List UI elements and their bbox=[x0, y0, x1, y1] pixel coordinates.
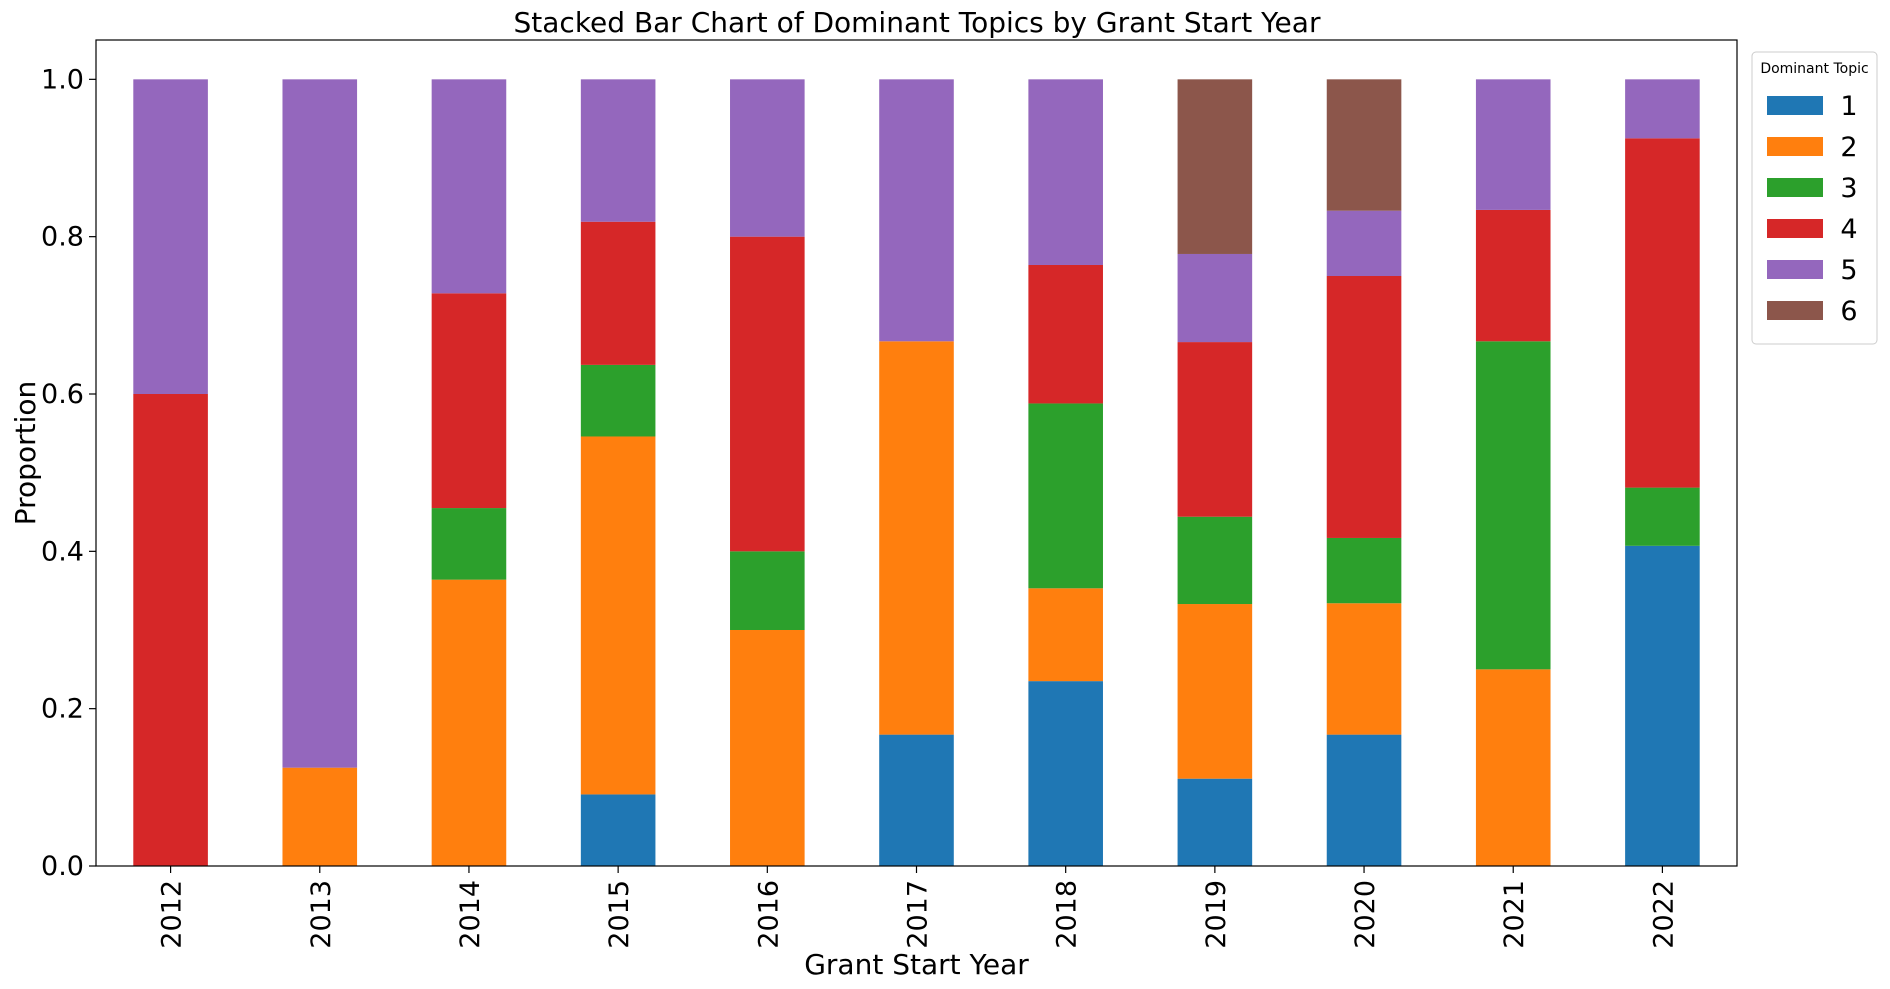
legend-title: Dominant Topic bbox=[1760, 61, 1868, 77]
legend-swatch-topic-1 bbox=[1767, 96, 1823, 115]
y-tick-label: 0.0 bbox=[41, 851, 84, 882]
bar-2020-topic-6 bbox=[1326, 79, 1402, 211]
y-tick-label: 0.2 bbox=[41, 694, 84, 725]
y-tick-label: 1.0 bbox=[41, 64, 84, 95]
x-tick-label: 2014 bbox=[455, 880, 486, 949]
legend-label-topic-1: 1 bbox=[1840, 91, 1857, 122]
bar-2019-topic-2 bbox=[1177, 604, 1253, 779]
legend-swatch-topic-2 bbox=[1767, 137, 1823, 156]
legend-label-topic-4: 4 bbox=[1840, 214, 1857, 245]
legend-swatch-topic-4 bbox=[1767, 219, 1823, 238]
bar-2019-topic-1 bbox=[1177, 778, 1253, 866]
bar-2015-topic-5 bbox=[580, 79, 656, 222]
bar-2019-topic-4 bbox=[1177, 342, 1253, 517]
bar-2015-topic-4 bbox=[580, 221, 656, 365]
bar-2016-topic-4 bbox=[730, 236, 805, 552]
x-axis: 2012 2013 2014 2015 2016 2017 2018 2019 2020 2021… bbox=[157, 866, 1679, 949]
bar-2016-topic-2 bbox=[730, 630, 805, 866]
bar-2019-topic-6 bbox=[1177, 79, 1253, 254]
bar-2019-topic-5 bbox=[1177, 253, 1253, 343]
legend: Dominant Topic 1 2 3 4 5 6 bbox=[1751, 51, 1878, 345]
bar-2021-topic-5 bbox=[1475, 79, 1551, 210]
bar-2021-topic-3 bbox=[1475, 341, 1551, 670]
legend-swatch-topic-5 bbox=[1767, 260, 1823, 279]
x-tick-label: 2018 bbox=[1052, 880, 1083, 949]
x-tick-label: 2022 bbox=[1648, 880, 1679, 949]
legend-label-topic-6: 6 bbox=[1840, 296, 1857, 327]
x-tick-label: 2017 bbox=[903, 880, 934, 949]
bar-2013-topic-5 bbox=[282, 79, 358, 768]
x-tick-label: 2021 bbox=[1499, 880, 1530, 949]
bar-2015-topic-1 bbox=[580, 794, 656, 866]
bar-2015-topic-2 bbox=[580, 436, 656, 795]
x-tick-label: 2016 bbox=[753, 880, 784, 949]
bar-2018-topic-2 bbox=[1028, 588, 1103, 682]
bar-2014-topic-3 bbox=[431, 508, 507, 580]
chart-title: Stacked Bar Chart of Dominant Topics by … bbox=[514, 6, 1321, 39]
bar-2014-topic-2 bbox=[431, 579, 507, 866]
bar-2021-topic-4 bbox=[1475, 209, 1551, 342]
legend-label-topic-2: 2 bbox=[1840, 132, 1857, 163]
bar-2021-topic-2 bbox=[1475, 669, 1551, 866]
x-tick-label: 2020 bbox=[1350, 880, 1381, 949]
y-axis: 0.0 0.2 0.4 0.6 0.8 1.0 bbox=[41, 64, 96, 882]
bar-2015-topic-3 bbox=[580, 364, 656, 437]
legend-swatch-topic-6 bbox=[1767, 301, 1823, 320]
x-tick-label: 2015 bbox=[604, 880, 635, 949]
bar-2020-topic-3 bbox=[1326, 537, 1402, 604]
x-tick-label: 2013 bbox=[306, 880, 337, 949]
bar-2022-topic-3 bbox=[1625, 487, 1700, 546]
legend-label-topic-5: 5 bbox=[1840, 255, 1857, 286]
y-tick-label: 0.4 bbox=[41, 536, 84, 567]
bar-2017-topic-2 bbox=[879, 341, 954, 735]
bar-2012-topic-5 bbox=[133, 79, 208, 394]
bar-2022-topic-4 bbox=[1625, 138, 1700, 488]
bar-2016-topic-5 bbox=[730, 79, 805, 237]
bar-2020-topic-2 bbox=[1326, 603, 1402, 735]
bar-2018-topic-3 bbox=[1028, 403, 1103, 589]
bar-2022-topic-1 bbox=[1625, 545, 1700, 866]
x-tick-label: 2019 bbox=[1201, 880, 1232, 949]
bar-2019-topic-3 bbox=[1177, 516, 1253, 605]
y-tick-label: 0.8 bbox=[41, 222, 84, 253]
bar-2017-topic-5 bbox=[879, 79, 954, 342]
bar-2018-topic-4 bbox=[1028, 264, 1103, 404]
bar-2022-topic-5 bbox=[1625, 79, 1700, 139]
bars-group bbox=[133, 79, 1700, 866]
bar-2020-topic-1 bbox=[1326, 734, 1402, 866]
bar-2020-topic-4 bbox=[1326, 276, 1402, 538]
bar-2018-topic-5 bbox=[1028, 79, 1103, 265]
bar-2020-topic-5 bbox=[1326, 210, 1402, 276]
bar-2018-topic-1 bbox=[1028, 681, 1103, 866]
bar-2013-topic-2 bbox=[282, 767, 358, 866]
bar-2014-topic-4 bbox=[431, 293, 507, 509]
bar-2016-topic-3 bbox=[730, 551, 805, 630]
legend-swatch-topic-3 bbox=[1767, 178, 1823, 197]
legend-label-topic-3: 3 bbox=[1840, 173, 1857, 204]
bar-2012-topic-4 bbox=[133, 394, 208, 866]
y-axis-label: Proportion bbox=[9, 381, 42, 525]
legend-box bbox=[1751, 51, 1878, 345]
y-tick-label: 0.6 bbox=[41, 379, 84, 410]
x-axis-label: Grant Start Year bbox=[804, 948, 1029, 981]
x-tick-label: 2012 bbox=[157, 880, 188, 949]
bar-2014-topic-5 bbox=[431, 79, 507, 294]
bar-2017-topic-1 bbox=[879, 734, 954, 866]
